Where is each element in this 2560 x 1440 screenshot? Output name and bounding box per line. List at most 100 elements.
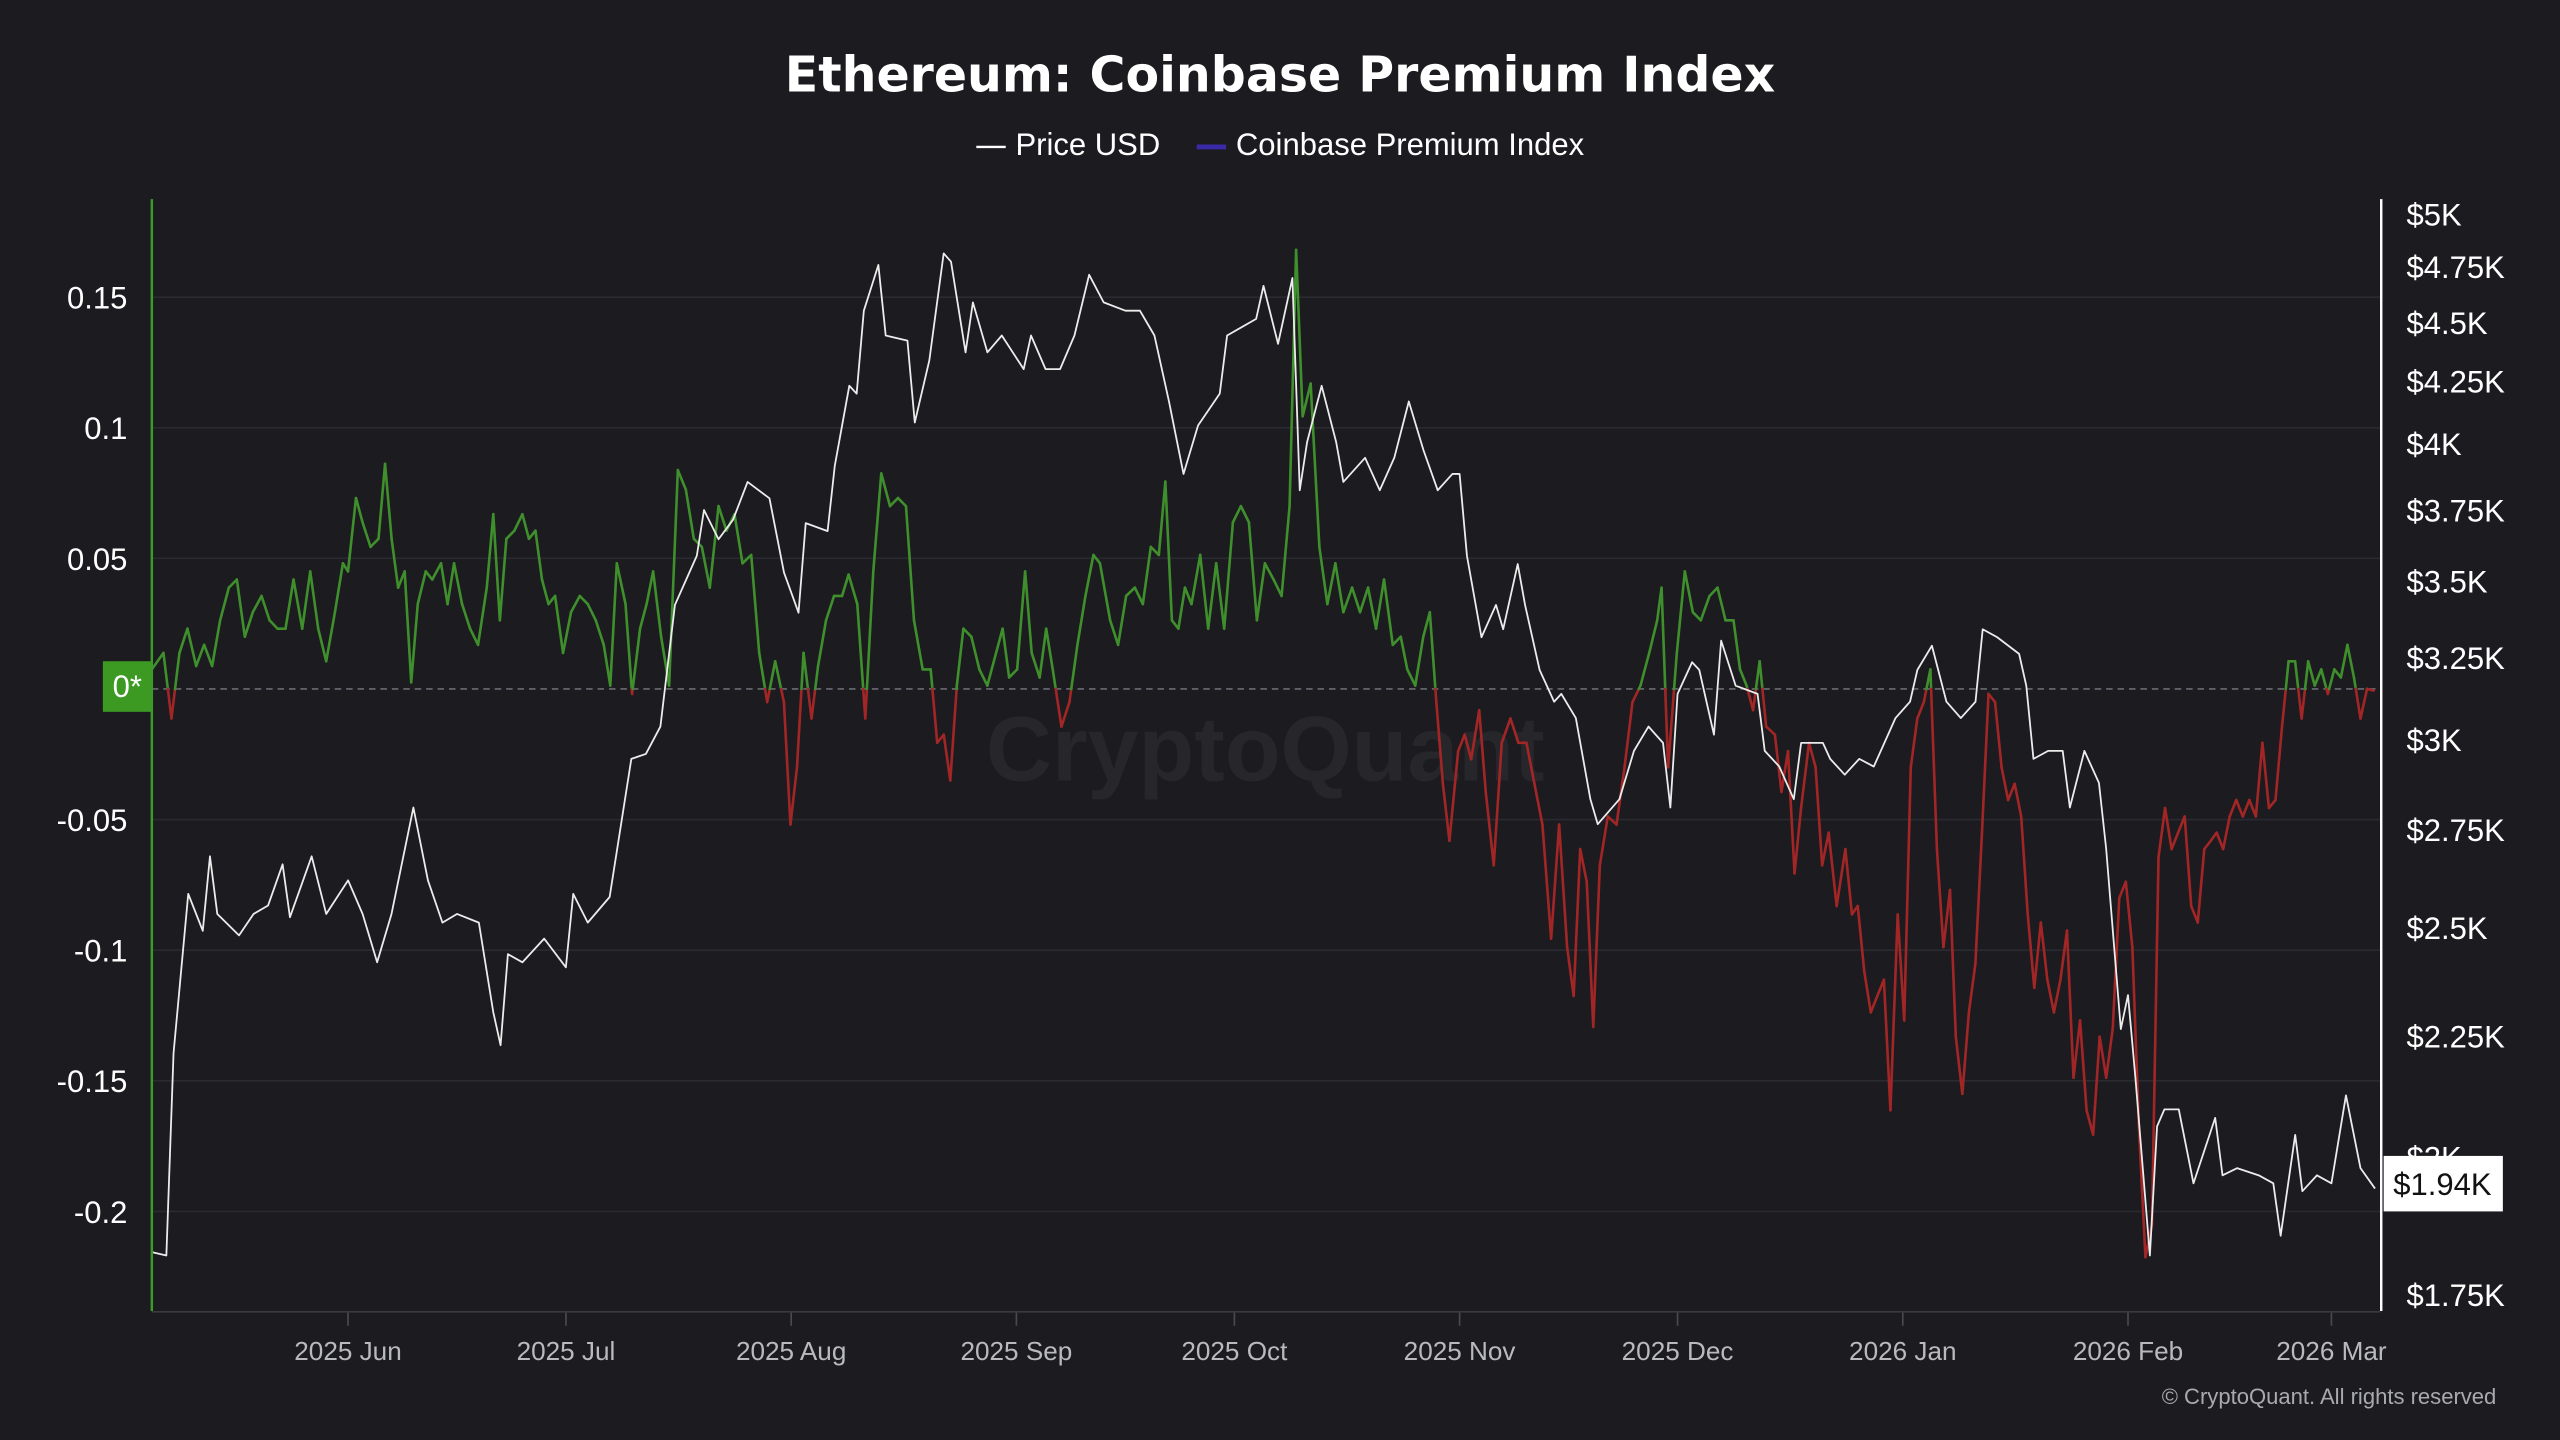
left-axis-ticks: 0.15 0.1 0.05 -0.05 -0.1 -0.15 -0.2 <box>57 281 128 1230</box>
premium-segment-positive <box>485 512 495 589</box>
premium-segment-negative <box>1525 741 1536 786</box>
legend-item-price[interactable]: Price USD <box>976 127 1160 162</box>
premium-segment-positive <box>1683 570 1695 614</box>
premium-segment-positive <box>1758 659 1764 691</box>
premium-segment-positive <box>684 488 696 541</box>
premium-segment-negative <box>1954 1035 1964 1096</box>
x-tick-label: 2026 Jan <box>1849 1336 1956 1366</box>
premium-segment-positive <box>300 570 312 630</box>
x-tick-label: 2025 Aug <box>736 1336 846 1366</box>
premium-segment-positive <box>430 562 443 581</box>
premium-segment-negative <box>1448 749 1460 843</box>
premium-segment-negative <box>1054 687 1063 728</box>
premium-segment-positive <box>1309 382 1321 549</box>
legend-item-premium[interactable]: Coinbase Premium Index <box>1196 127 1585 162</box>
premium-segment-negative <box>1572 847 1582 998</box>
premium-segment-positive <box>2319 668 2328 691</box>
x-tick-label: 2025 Dec <box>1622 1336 1734 1366</box>
premium-segment-negative <box>1578 847 1589 884</box>
premium-segment-positive <box>1092 553 1102 565</box>
x-tick-label: 2025 Jul <box>517 1336 616 1366</box>
premium-segment-negative <box>2209 831 2218 843</box>
premium-segment-positive <box>513 512 524 532</box>
right-tick-label: $4K <box>2407 427 2462 462</box>
premium-segment-negative <box>1935 847 1945 949</box>
premium-segment-positive <box>424 570 434 581</box>
premium-segment-positive <box>700 545 712 589</box>
x-tick-label: 2026 Mar <box>2276 1336 2387 1366</box>
premium-segment-negative <box>1435 700 1445 786</box>
left-tick-label: 0.05 <box>67 542 127 577</box>
premium-segment-negative <box>2221 815 2232 851</box>
premium-segment-negative <box>1793 806 1803 875</box>
premium-segment-positive <box>615 562 627 606</box>
premium-segment-positive <box>1660 586 1667 691</box>
right-tick-label: $2.75K <box>2407 813 2506 848</box>
premium-segment-negative <box>2104 1027 2115 1079</box>
premium-segment-positive <box>773 659 783 691</box>
premium-segment-positive <box>1647 618 1659 655</box>
right-tick-label: $4.75K <box>2407 250 2506 285</box>
premium-segment-positive <box>659 635 671 687</box>
premium-segment-positive <box>1929 668 1933 691</box>
premium-segment-positive <box>733 512 744 565</box>
premium-segment-positive <box>2284 659 2290 691</box>
premium-segment-positive <box>1732 618 1742 671</box>
premium-segment-positive <box>150 651 165 671</box>
premium-segment-positive <box>608 562 619 687</box>
premium-segment-negative <box>1909 717 1919 769</box>
premium-segment-negative <box>1764 725 1777 737</box>
premium-segment-negative <box>1980 692 1990 834</box>
premium-segment-positive <box>1342 586 1354 614</box>
premium-segment-negative <box>1666 687 1676 769</box>
premium-segment-positive <box>816 618 828 668</box>
left-tick-label: -0.15 <box>57 1064 128 1099</box>
premium-segment-positive <box>178 627 189 655</box>
premium-segment-positive <box>243 610 255 639</box>
premium-segment-negative <box>1557 823 1569 949</box>
premium-segment-negative <box>1746 687 1755 712</box>
premium-segment-negative <box>2274 725 2284 802</box>
premium-segment-positive <box>1326 562 1337 606</box>
premium-segment-positive <box>1023 570 1033 655</box>
premium-segment-positive <box>717 504 728 532</box>
premium-segment-positive <box>1255 562 1267 622</box>
premium-segment-positive <box>1301 382 1312 418</box>
premium-segment-negative <box>1533 782 1544 826</box>
premium-segment-positive <box>645 570 655 606</box>
premium-segment-negative <box>2124 880 2134 949</box>
premium-segment-positive <box>1399 635 1409 671</box>
premium-segment-positive <box>1051 668 1058 691</box>
left-tick-label: -0.1 <box>74 934 127 969</box>
premium-segment-positive <box>346 496 358 573</box>
premium-segment-negative <box>1835 847 1847 908</box>
premium-segment-negative <box>2000 766 2010 802</box>
premium-segment-positive <box>638 602 648 630</box>
premium-segment-negative <box>1882 978 1892 1112</box>
premium-segment-positive <box>602 643 612 687</box>
premium-segment-negative <box>2202 839 2213 851</box>
premium-segment-negative <box>1915 700 1926 720</box>
premium-segment-positive <box>2327 668 2336 691</box>
price-usd-series <box>151 252 2376 1257</box>
right-tick-label: $3K <box>2407 723 2462 758</box>
premium-segment-positive <box>2293 659 2300 691</box>
premium-segment-positive <box>284 578 295 630</box>
premium-segment-positive <box>194 643 206 668</box>
premium-segment-positive <box>2352 676 2358 691</box>
premium-segment-negative <box>2052 978 2062 1014</box>
premium-segment-positive <box>354 496 364 524</box>
premium-segment-negative <box>1799 741 1811 810</box>
premium-segment-negative <box>2183 815 2193 908</box>
premium-segment-positive <box>1428 610 1437 691</box>
premium-segment-positive <box>802 651 810 691</box>
premium-segment-positive <box>1413 635 1425 687</box>
premium-segment-positive <box>978 668 989 687</box>
premium-segment-negative <box>2085 1109 2095 1136</box>
watermark: CryptoQuant <box>986 698 1545 800</box>
premium-segment-positive <box>871 472 883 573</box>
premium-segment-positive <box>1272 578 1283 598</box>
premium-segment-positive <box>1382 578 1395 647</box>
premium-segment-negative <box>1896 913 1906 1022</box>
